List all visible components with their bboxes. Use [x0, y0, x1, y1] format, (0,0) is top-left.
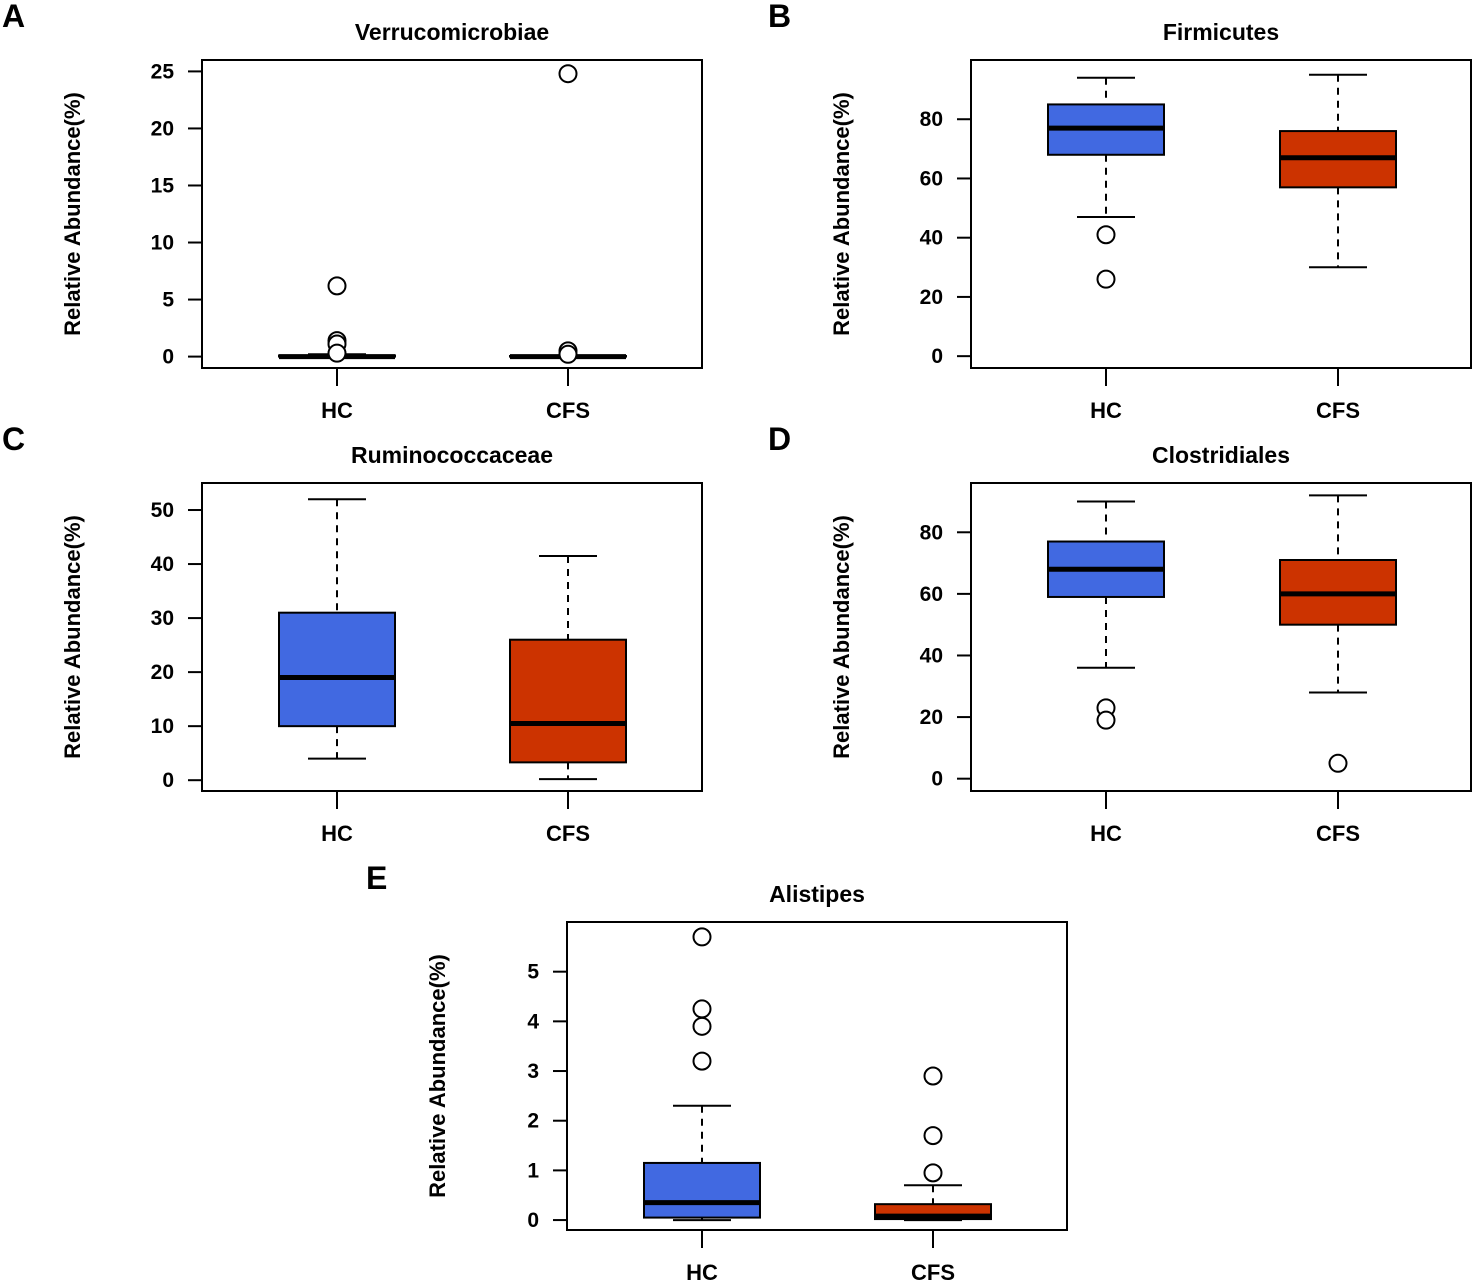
y-tick-label: 15	[151, 174, 175, 197]
outlier-point	[558, 64, 578, 84]
y-tick-label: 4	[527, 1010, 539, 1033]
outlier-point	[692, 1016, 712, 1036]
outlier-point	[692, 927, 712, 947]
plot-frame	[970, 482, 1472, 792]
outlier-point	[1096, 225, 1116, 245]
box-group-hc	[278, 276, 396, 363]
box-group-cfs	[874, 1066, 992, 1222]
y-axis-label: Relative Abundance(%)	[829, 515, 854, 759]
outlier-point	[327, 276, 347, 296]
y-tick-label: 60	[920, 167, 943, 190]
x-category-label: CFS	[546, 821, 590, 846]
chart-panel-e: Alistipes Relative Abundance(%) 0 1 2 3 4 5 HC CF…	[425, 881, 1068, 1284]
x-category-label: CFS	[546, 398, 590, 423]
x-category-label: CFS	[1316, 398, 1360, 423]
y-tick-label: 3	[527, 1060, 539, 1083]
y-tick-label: 0	[931, 768, 943, 791]
y-tick-label: 10	[151, 232, 174, 255]
chart-title: Ruminococcaceae	[351, 442, 553, 468]
chart-title: Clostridiales	[1152, 442, 1290, 468]
chart-panel-b: Firmicutes Relative Abundance(%) 0 20 40 60 80…	[829, 19, 1472, 423]
y-tick-label: 10	[151, 715, 174, 738]
outlier-point	[923, 1163, 943, 1183]
x-category-label: CFS	[911, 1260, 955, 1284]
box-group-hc	[278, 498, 396, 760]
y-tick-label: 80	[920, 521, 943, 544]
outlier-point	[692, 1051, 712, 1071]
y-tick-label: 1	[527, 1159, 539, 1182]
y-axis-label: Relative Abundance(%)	[425, 954, 450, 1198]
y-tick-label: 20	[151, 661, 174, 684]
outlier-point	[327, 343, 347, 363]
outlier-point	[692, 999, 712, 1019]
panel-letter-c: C	[2, 421, 25, 457]
chart-title: Alistipes	[769, 881, 865, 907]
chart-title: Firmicutes	[1163, 19, 1279, 45]
y-axis-label: Relative Abundance(%)	[60, 515, 85, 759]
box-group-hc	[1047, 500, 1165, 730]
y-tick-label: 20	[151, 117, 174, 140]
y-axis-label: Relative Abundance(%)	[829, 92, 854, 336]
outlier-point	[558, 344, 578, 364]
y-tick-label: 20	[920, 706, 943, 729]
plot-frame	[201, 59, 703, 369]
y-axis-label: Relative Abundance(%)	[60, 92, 85, 336]
y-tick-label: 50	[151, 499, 174, 522]
iqr-box	[509, 638, 627, 764]
iqr-box	[278, 611, 396, 728]
x-category-label: HC	[321, 821, 353, 846]
y-tick-label: 30	[151, 607, 174, 630]
panel-letter-e: E	[366, 860, 387, 896]
y-tick-label: 0	[162, 346, 174, 369]
y-tick-label: 20	[920, 286, 943, 309]
y-tick-label: 0	[162, 769, 174, 792]
panel-letter-b: B	[768, 0, 791, 34]
box-group-cfs	[1279, 73, 1397, 269]
y-tick-label: 40	[920, 227, 943, 250]
y-tick-label: 40	[151, 553, 174, 576]
x-category-label: CFS	[1316, 821, 1360, 846]
box-group-hc	[1047, 76, 1165, 289]
iqr-box	[643, 1161, 761, 1219]
y-tick-label: 2	[527, 1110, 539, 1133]
outlier-point	[923, 1066, 943, 1086]
y-tick-label: 0	[527, 1209, 539, 1232]
y-tick-label: 0	[931, 345, 943, 368]
x-category-label: HC	[686, 1260, 718, 1284]
plot-frame	[566, 921, 1068, 1231]
chart-panel-d: Clostridiales Relative Abundance(%) 0 20 40 6…	[829, 442, 1472, 846]
y-tick-label: 80	[920, 108, 943, 131]
x-category-label: HC	[1090, 821, 1122, 846]
outlier-point	[923, 1126, 943, 1146]
chart-panel-c: Ruminococcaceae Relative Abundance(%) 0 10 2…	[60, 442, 703, 846]
chart-title: Verrucomicrobiae	[355, 19, 549, 45]
chart-panel-a: Verrucomicrobiae Relative Abundance(%) 0 5 1…	[60, 19, 703, 423]
y-tick-label: 40	[920, 644, 943, 667]
plot-frame	[201, 482, 703, 792]
plot-frame	[970, 59, 1472, 369]
box-group-cfs	[509, 554, 627, 781]
x-category-label: HC	[321, 398, 353, 423]
charts-layer: Verrucomicrobiae Relative Abundance(%) 0 5 1…	[60, 19, 1472, 1284]
y-tick-label: 5	[162, 289, 174, 312]
y-tick-label: 5	[527, 961, 539, 984]
panel-letter-d: D	[768, 421, 791, 457]
x-category-label: HC	[1090, 398, 1122, 423]
outlier-point	[1096, 269, 1116, 289]
y-tick-label: 60	[920, 583, 943, 606]
outlier-point	[1096, 710, 1116, 730]
box-group-cfs	[509, 64, 627, 364]
box-group-cfs	[1279, 494, 1397, 773]
box-group-hc	[643, 927, 761, 1222]
panel-letter-a: A	[2, 0, 25, 34]
outlier-point	[1328, 753, 1348, 773]
y-tick-label: 25	[151, 60, 175, 83]
